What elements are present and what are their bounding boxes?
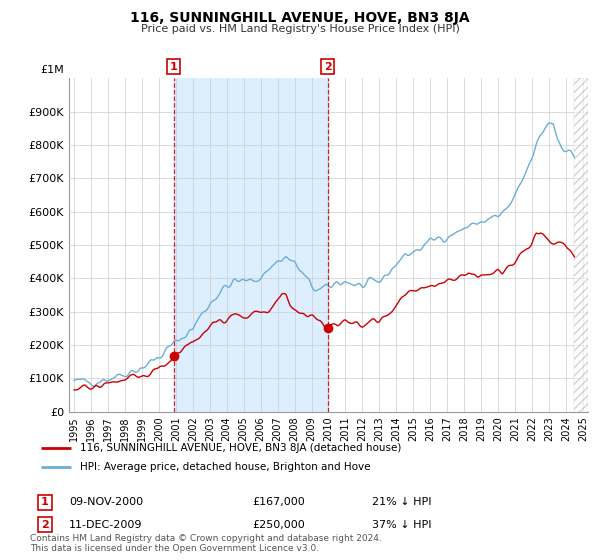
Text: 11-DEC-2009: 11-DEC-2009 [69,520,143,530]
Text: 2: 2 [41,520,49,530]
Text: HPI: Average price, detached house, Brighton and Hove: HPI: Average price, detached house, Brig… [80,463,370,473]
Bar [173,78,328,412]
Text: Contains HM Land Registry data © Crown copyright and database right 2024.
This d: Contains HM Land Registry data © Crown c… [30,534,382,553]
Text: 2: 2 [324,62,332,72]
Text: 21% ↓ HPI: 21% ↓ HPI [372,497,431,507]
Text: Price paid vs. HM Land Registry's House Price Index (HPI): Price paid vs. HM Land Registry's House … [140,24,460,34]
Text: £167,000: £167,000 [252,497,305,507]
Text: £1M: £1M [40,65,64,75]
Text: 116, SUNNINGHILL AVENUE, HOVE, BN3 8JA: 116, SUNNINGHILL AVENUE, HOVE, BN3 8JA [130,11,470,25]
Text: 1: 1 [170,62,178,72]
Text: 116, SUNNINGHILL AVENUE, HOVE, BN3 8JA (detached house): 116, SUNNINGHILL AVENUE, HOVE, BN3 8JA (… [80,443,401,453]
Text: 37% ↓ HPI: 37% ↓ HPI [372,520,431,530]
Text: 09-NOV-2000: 09-NOV-2000 [69,497,143,507]
Text: 1: 1 [41,497,49,507]
Text: £250,000: £250,000 [252,520,305,530]
